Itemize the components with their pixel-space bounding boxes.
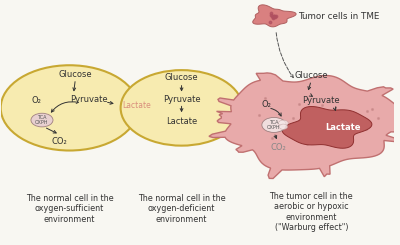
Text: The normal cell in the
oxygen-sufficient
environment: The normal cell in the oxygen-sufficient… (26, 194, 113, 224)
Text: Lactate: Lactate (166, 117, 197, 126)
Text: Lactate: Lactate (122, 101, 151, 110)
Circle shape (121, 70, 242, 146)
Circle shape (278, 120, 288, 126)
Text: CO₂: CO₂ (270, 143, 286, 152)
Text: Glucose: Glucose (294, 71, 328, 80)
Text: CO₂: CO₂ (52, 137, 68, 146)
Text: TCA
OXPH: TCA OXPH (35, 115, 49, 125)
Circle shape (262, 117, 286, 133)
Text: The tumor cell in the
aerobic or hypoxic
environment
("Warburg effect"): The tumor cell in the aerobic or hypoxic… (270, 192, 353, 232)
Polygon shape (209, 73, 400, 179)
Text: Pyruvate: Pyruvate (302, 96, 340, 105)
Circle shape (1, 65, 138, 150)
Polygon shape (282, 107, 372, 148)
Text: The normal cell in the
oxygen-deficient
environment: The normal cell in the oxygen-deficient … (138, 194, 225, 224)
Circle shape (279, 124, 288, 129)
Circle shape (31, 113, 53, 127)
Text: TCA
OXPH: TCA OXPH (267, 120, 281, 130)
Text: O₂: O₂ (31, 96, 41, 105)
Text: Pyruvate: Pyruvate (163, 95, 200, 104)
Text: O₂: O₂ (261, 100, 271, 109)
Text: Lactate: Lactate (325, 123, 360, 132)
Text: Glucose: Glucose (58, 70, 92, 79)
Text: Glucose: Glucose (165, 73, 198, 82)
Text: Tumor cells in TME: Tumor cells in TME (298, 12, 379, 21)
Text: Pyruvate: Pyruvate (70, 95, 108, 104)
Polygon shape (253, 5, 296, 27)
